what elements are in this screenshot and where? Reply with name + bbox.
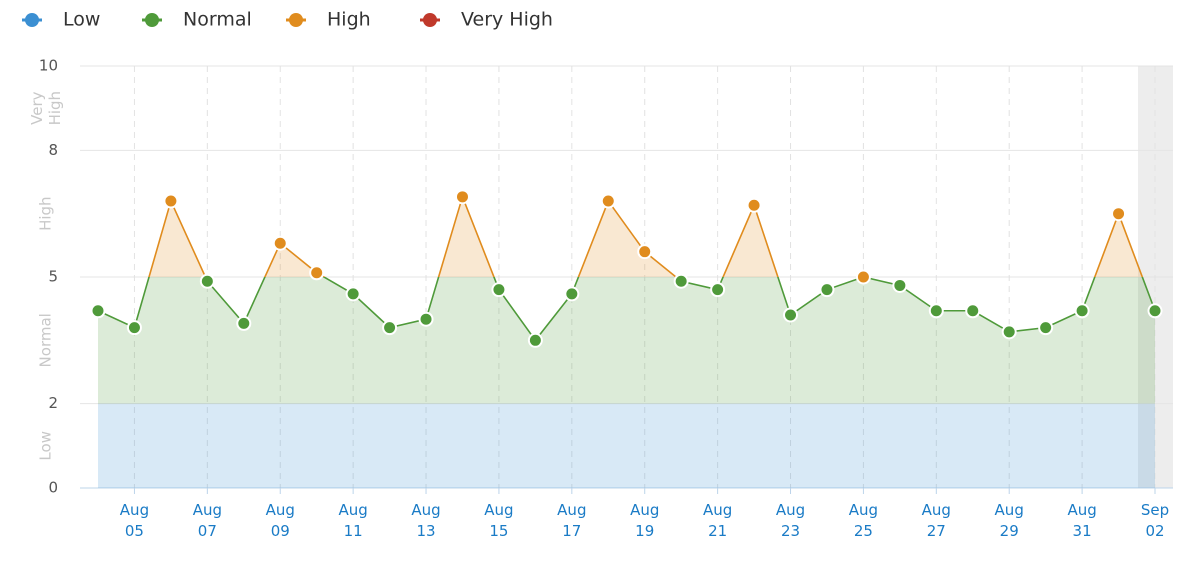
x-tick-label: Sep 02 [1141, 501, 1169, 540]
point [965, 303, 981, 319]
point [272, 235, 288, 251]
legend-label: High [327, 9, 371, 31]
band-label: Low [37, 431, 55, 461]
point [710, 282, 726, 298]
point [564, 286, 580, 302]
point [1038, 320, 1054, 336]
point [199, 273, 215, 289]
band-area [98, 403, 1155, 488]
point [491, 282, 507, 298]
point [819, 282, 835, 298]
x-tick-label: Aug 05 [120, 501, 149, 540]
x-tick-label: Aug 21 [703, 501, 732, 540]
point [783, 307, 799, 323]
x-tick-label: Aug 23 [776, 501, 805, 540]
point [746, 197, 762, 213]
y-tick-label: 8 [48, 141, 58, 159]
legend-label: Normal [183, 9, 252, 31]
point [345, 286, 361, 302]
x-tick-label: Aug 29 [995, 501, 1024, 540]
band-area [98, 277, 1155, 404]
point [1001, 324, 1017, 340]
x-tick-label: Aug 11 [338, 501, 367, 540]
x-tick-label: Aug 13 [411, 501, 440, 540]
point [236, 315, 252, 331]
y-tick-label: 5 [48, 268, 58, 286]
legend-marker [289, 13, 303, 27]
legend-marker [423, 13, 437, 27]
x-tick-label: Aug 09 [266, 501, 295, 540]
point [126, 320, 142, 336]
point [855, 269, 871, 285]
point [1074, 303, 1090, 319]
x-tick-label: Aug 27 [922, 501, 951, 540]
point [637, 244, 653, 260]
point [418, 311, 434, 327]
legend-label: Low [63, 9, 100, 31]
x-tick-label: Aug 31 [1067, 501, 1096, 540]
point [928, 303, 944, 319]
x-tick-label: Aug 25 [849, 501, 878, 540]
x-tick-label: Aug 07 [193, 501, 222, 540]
x-tick-label: Aug 15 [484, 501, 513, 540]
line [148, 194, 1144, 277]
point [892, 277, 908, 293]
point [1111, 206, 1127, 222]
x-tick-label: Aug 17 [557, 501, 586, 540]
band-label: High [37, 196, 55, 230]
point [454, 189, 470, 205]
point [1147, 303, 1163, 319]
legend-marker [25, 13, 39, 27]
point [673, 273, 689, 289]
point [600, 193, 616, 209]
x-tick-label: Aug 19 [630, 501, 659, 540]
point [382, 320, 398, 336]
y-tick-label: 0 [48, 479, 58, 497]
point [90, 303, 106, 319]
y-tick-label: 10 [39, 57, 58, 75]
y-tick-label: 2 [48, 394, 58, 412]
band-label: Normal [37, 313, 55, 367]
point [309, 265, 325, 281]
band-area [149, 196, 1143, 277]
band-label: VeryHigh [28, 91, 64, 125]
point [527, 332, 543, 348]
point [163, 193, 179, 209]
legend-label: Very High [461, 9, 553, 31]
legend-marker [145, 13, 159, 27]
